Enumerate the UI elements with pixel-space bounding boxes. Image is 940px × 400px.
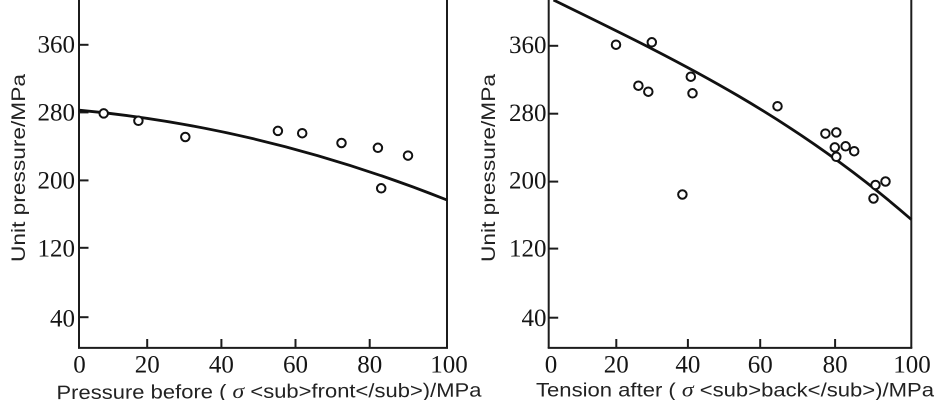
svg-text:Unit pressure/MPa: Unit pressure/MPa [8,74,30,262]
svg-text:200: 200 [509,168,547,195]
svg-text:0: 0 [545,352,558,379]
svg-text:120: 120 [509,235,547,262]
svg-text:280: 280 [38,99,76,126]
svg-text:40: 40 [675,352,700,379]
svg-text:40: 40 [50,306,75,333]
svg-text:Pressure before ( σ <sub>front: Pressure before ( σ <sub>front</sub>)/MP… [56,378,481,400]
svg-text:60: 60 [748,352,773,379]
svg-text:80: 80 [823,352,848,379]
svg-text:360: 360 [509,32,547,59]
svg-text:Tension after ( σ <sub>back</s: Tension after ( σ <sub>back</sub>)/MPa [536,377,934,400]
svg-text:20: 20 [135,352,160,379]
svg-text:100: 100 [430,352,468,379]
svg-text:120: 120 [38,236,76,263]
svg-text:200: 200 [38,168,76,195]
svg-text:Unit pressure/MPa: Unit pressure/MPa [478,74,500,262]
svg-text:40: 40 [209,352,234,379]
svg-text:80: 80 [357,352,382,379]
svg-text:40: 40 [522,305,547,332]
svg-text:20: 20 [604,352,629,379]
svg-text:280: 280 [509,100,547,127]
svg-text:360: 360 [38,31,76,58]
svg-text:100: 100 [893,352,931,379]
svg-text:60: 60 [283,352,308,379]
svg-text:0: 0 [73,352,86,379]
